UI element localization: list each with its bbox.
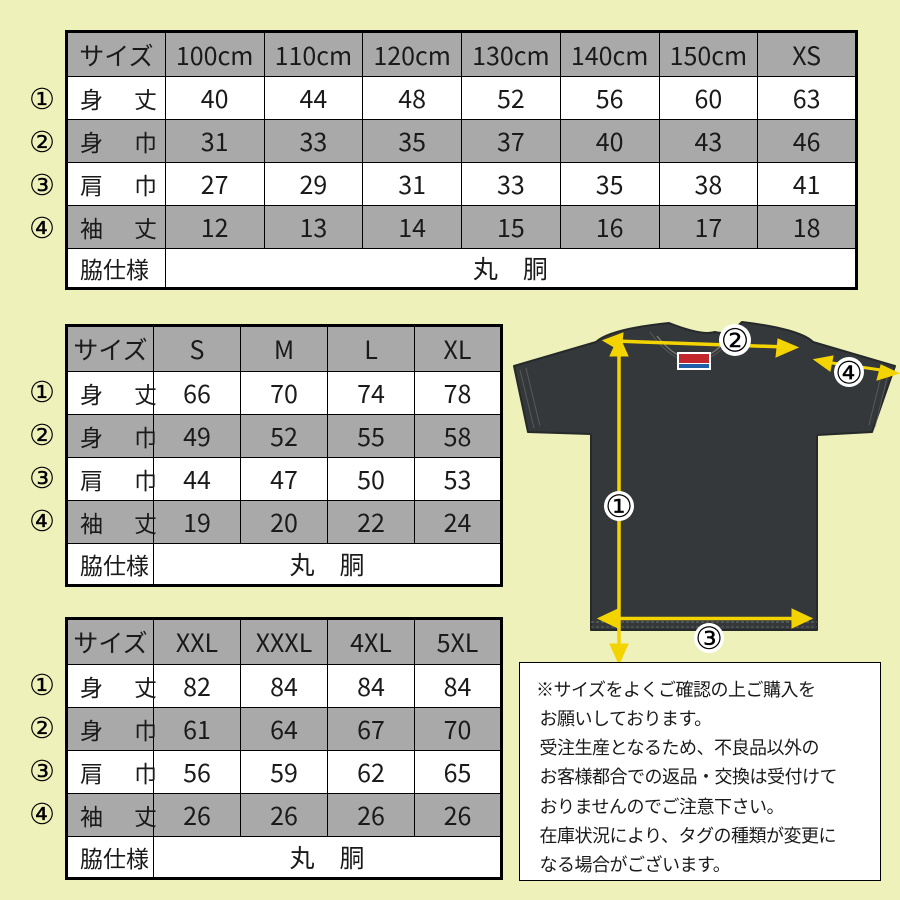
svg-text:③: ③: [695, 621, 723, 656]
svg-text:②: ②: [721, 323, 750, 359]
svg-text:①: ①: [605, 489, 633, 524]
svg-text:④: ④: [835, 356, 863, 391]
